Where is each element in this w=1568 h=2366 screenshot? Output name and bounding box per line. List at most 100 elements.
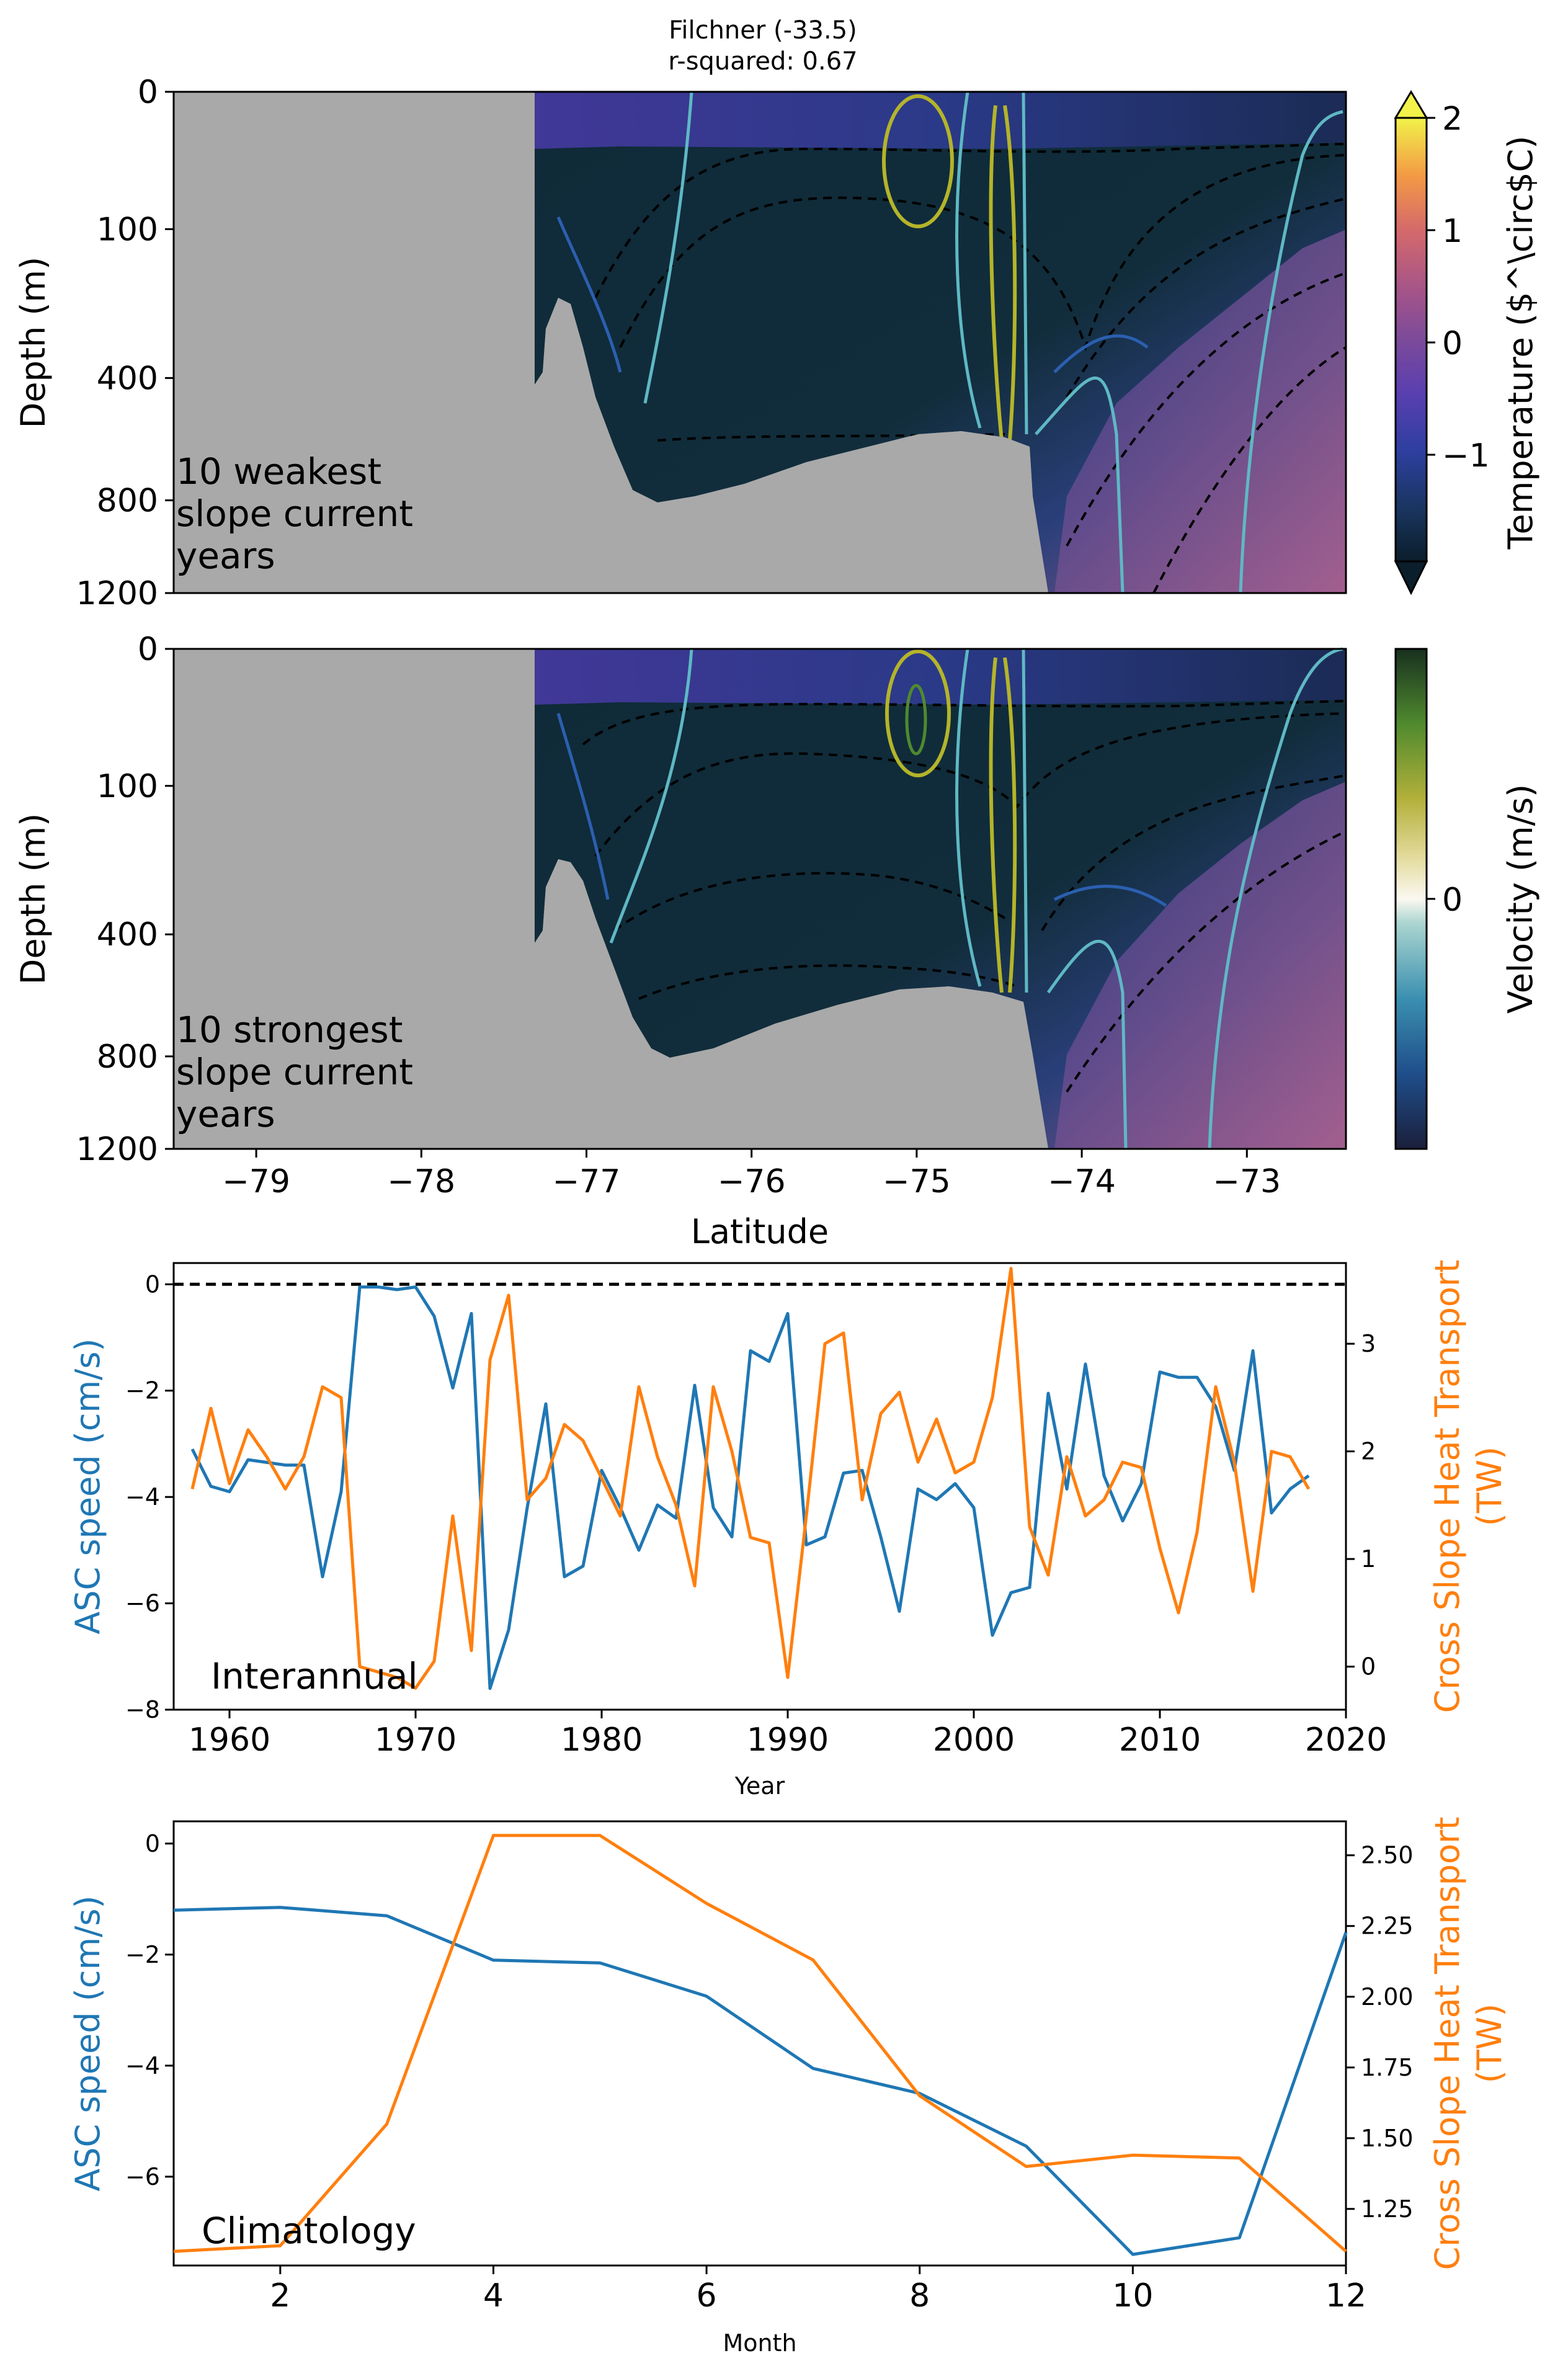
- strongest-panel-label-line3: years: [176, 1093, 275, 1135]
- interannual-ytick-left-label-0: 0: [145, 1270, 160, 1298]
- interannual-xtick-label-3: 1990: [747, 1721, 829, 1759]
- strongest-isoline-dashed-1: [582, 700, 1347, 746]
- velocity-colorbar-label: Velocity (m/s): [1501, 784, 1540, 1014]
- strongest-xtick-label-2: −77: [553, 1163, 621, 1200]
- strongest-xtick-label-6: −73: [1213, 1163, 1281, 1200]
- weakest-isoline-dashed-5: [1152, 346, 1347, 594]
- strongest-panel-label-line1: 10 strongest: [176, 1009, 403, 1051]
- climatology-panel-label: Climatology: [202, 2210, 416, 2252]
- figure-title-line2: r-squared: 0.67: [668, 47, 857, 76]
- weakest-ytick-label-4: 1200: [76, 575, 158, 612]
- climatology-xlabel: Month: [723, 2329, 796, 2357]
- interannual-xtick-label-2: 1980: [561, 1721, 643, 1759]
- interannual-ytick-right-label-0: 0: [1361, 1653, 1376, 1681]
- climatology-ytick-left-label-2: −4: [125, 2052, 160, 2079]
- weakest-velocity-contour-1: [643, 91, 693, 404]
- interannual-ylabel-right-line2: (TW): [1470, 1447, 1509, 1527]
- temperature-colorbar: 2 1 0 −1 Temperature ($^\circ$C): [1394, 90, 1540, 596]
- interannual-panel-label: Interannual: [211, 1655, 418, 1697]
- climatology-xtick-label-0: 2: [270, 2277, 290, 2315]
- strongest-ytick-label-1: 100: [97, 768, 158, 805]
- interannual-series-left: [190, 1285, 1310, 1690]
- weakest-seafloor: [535, 298, 1048, 593]
- strongest-velocity-contour-1: [609, 648, 693, 944]
- weakest-panel-label-line1: 10 weakest: [176, 450, 381, 493]
- climatology-xtick-label-3: 8: [909, 2277, 930, 2315]
- interannual-ytick-right-label-3: 3: [1361, 1330, 1376, 1357]
- strongest-xtick-label-3: −76: [718, 1163, 786, 1200]
- weakest-velocity-contour-5: [556, 217, 1149, 373]
- climatology-ytick-right-label-5: 2.50: [1361, 1842, 1414, 1869]
- climatology-xtick-label-1: 4: [483, 2277, 504, 2315]
- velocity-colorbar: 0 Velocity (m/s): [1394, 648, 1540, 1150]
- strongest-xtick-label-5: −74: [1048, 1163, 1116, 1200]
- climatology-ytick-right-label-4: 2.25: [1361, 1913, 1414, 1940]
- climatology-panel: 2 4 6 8 10 120−2−4−61.251.501.752.002.252.50 …: [68, 1817, 1509, 2357]
- weakest-velocity-contour-3: [1022, 91, 1125, 594]
- strongest-velocity-core-2: [989, 657, 1017, 993]
- strongest-isoline-dashed-4: [638, 964, 1018, 1000]
- weakest-velocity-core-2: [989, 105, 1017, 441]
- strongest-panel: 0 100 400 800 1200 −79 −78 −77 −76 −75 −74 −73 10 …: [14, 631, 1347, 1251]
- strongest-isoline-dashed-3: [613, 872, 1006, 932]
- strongest-frame: [172, 648, 1347, 1150]
- figure-title-line1: Filchner (-33.5): [669, 16, 857, 45]
- climatology-ytick-left-label-0: 0: [145, 1830, 160, 1857]
- weakest-velocity-contour-4: [1239, 110, 1343, 594]
- strongest-ytick-label-2: 400: [97, 916, 158, 953]
- interannual-ylabel-left: ASC speed (cm/s): [68, 1338, 107, 1634]
- strongest-ytick-label-3: 800: [97, 1038, 158, 1076]
- interannual-ytick-right-label-1: 1: [1361, 1545, 1376, 1573]
- weakest-ytick-label-2: 400: [97, 360, 158, 397]
- strongest-seafloor: [535, 859, 1048, 1149]
- velocity-colorbar-bar: [1394, 648, 1428, 1150]
- weakest-ylabel: Depth (m): [14, 257, 53, 428]
- climatology-ylabel-right-line2: (TW): [1470, 2004, 1509, 2084]
- strongest-ytick-label-4: 1200: [76, 1131, 158, 1168]
- weakest-velocity-contour-2: [955, 91, 982, 429]
- strongest-velocity-contour-3: [1022, 648, 1128, 1150]
- weakest-ytick-label-1: 100: [97, 211, 158, 248]
- strongest-panel-label-line2: slope current: [176, 1051, 413, 1093]
- climatology-xtick-label-5: 12: [1325, 2277, 1366, 2315]
- temperature-colorbar-bottom-arrow: [1394, 560, 1428, 596]
- strongest-xtick-label-0: −79: [222, 1163, 290, 1200]
- climatology-ylabel-right-line1: Cross Slope Heat Transport: [1428, 1817, 1467, 2270]
- interannual-xtick-label-6: 2020: [1305, 1721, 1387, 1759]
- temperature-colorbar-bar: [1396, 118, 1427, 561]
- interannual-xtick-label-0: 1960: [189, 1721, 270, 1759]
- strongest-xtick-label-4: −75: [883, 1163, 951, 1200]
- climatology-ytick-right-label-0: 1.25: [1361, 2195, 1414, 2223]
- weakest-frame: [172, 91, 1347, 594]
- strongest-surface-layer: [535, 649, 1346, 705]
- strongest-xlabel: Latitude: [691, 1212, 829, 1251]
- strongest-velocity-core-1: [885, 650, 951, 777]
- interannual-ytick-left-label-2: −4: [125, 1483, 160, 1511]
- strongest-ylabel: Depth (m): [14, 813, 53, 984]
- weakest-ytick-label-3: 800: [97, 483, 158, 520]
- interannual-series-right: [190, 1267, 1311, 1690]
- interannual-ytick-left-label-3: −6: [125, 1590, 160, 1617]
- climatology-series-right: [173, 1834, 1347, 2253]
- weakest-isoline-dashed-2: [619, 154, 1347, 352]
- interannual-frame: [172, 1262, 1347, 1711]
- strongest-xtick-label-1: −78: [387, 1163, 455, 1200]
- temperature-colorbar-tick-label-1: 1: [1442, 213, 1463, 250]
- climatology-ytick-left-label-3: −6: [125, 2163, 160, 2190]
- climatology-series-left: [173, 1906, 1348, 2256]
- weakest-velocity-core-1: [882, 94, 954, 228]
- climatology-ytick-right-label-2: 1.75: [1361, 2054, 1414, 2081]
- climatology-ytick-right-label-1: 1.50: [1361, 2125, 1414, 2152]
- interannual-xtick-label-5: 2010: [1119, 1721, 1201, 1759]
- climatology-ytick-left-label-1: −2: [125, 1941, 160, 1968]
- climatology-xtick-label-4: 10: [1112, 2277, 1153, 2315]
- strongest-velocity-contour-2: [955, 648, 982, 987]
- weakest-warm-deep: [1054, 230, 1346, 593]
- weakest-panel-label-line2: slope current: [176, 493, 413, 535]
- interannual-xtick-label-1: 1970: [375, 1721, 457, 1759]
- climatology-ylabel-left: ASC speed (cm/s): [68, 1895, 107, 2191]
- strongest-ytick-label-0: 0: [138, 631, 158, 668]
- temperature-colorbar-frame: [1394, 117, 1428, 563]
